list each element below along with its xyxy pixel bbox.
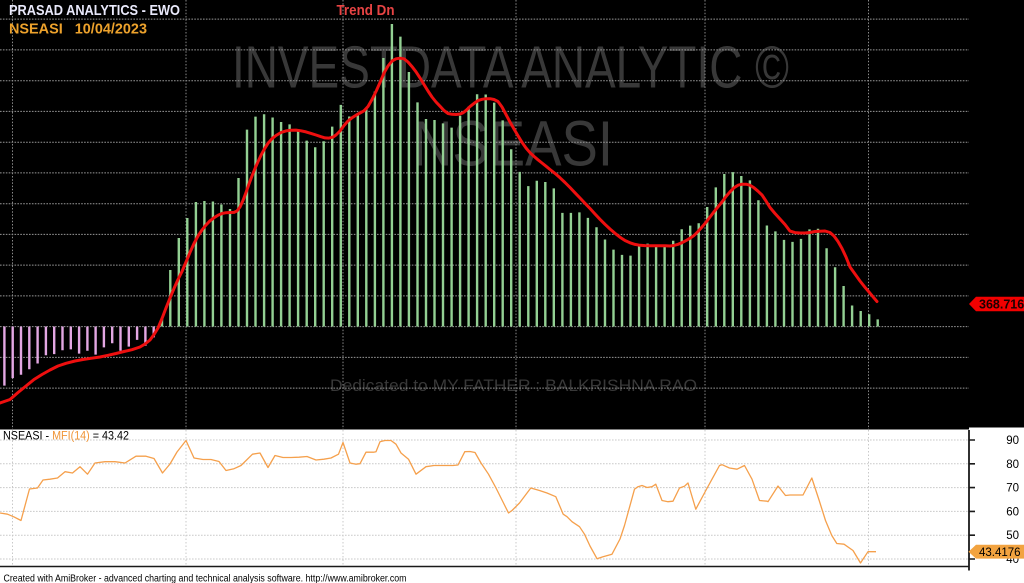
svg-text:43.4176: 43.4176: [979, 547, 1021, 559]
svg-text:70: 70: [1006, 483, 1019, 495]
svg-text:INVESTDATA ANALYTIC ©: INVESTDATA ANALYTIC ©: [232, 35, 789, 101]
svg-text:Trend Dn: Trend Dn: [337, 2, 395, 19]
svg-text:60: 60: [1006, 506, 1019, 518]
svg-text:NSEASI - MFI(14) = 43.42: NSEASI - MFI(14) = 43.42: [3, 431, 129, 443]
svg-text:NSEASI: NSEASI: [413, 108, 613, 180]
svg-text:90: 90: [1006, 435, 1019, 447]
svg-text:Created with AmiBroker - advan: Created with AmiBroker - advanced charti…: [4, 574, 407, 583]
svg-text:368.716: 368.716: [979, 298, 1024, 312]
svg-text:50: 50: [1006, 530, 1019, 542]
svg-text:PRASAD ANALYTICS - EWO: PRASAD ANALYTICS - EWO: [9, 2, 180, 19]
svg-text:NSEASI 10/04/2023: NSEASI 10/04/2023: [9, 21, 147, 38]
svg-text:Dedicated to MY FATHER : BALKR: Dedicated to MY FATHER : BALKRISHNA RAO: [330, 377, 697, 395]
svg-text:80: 80: [1006, 459, 1019, 471]
